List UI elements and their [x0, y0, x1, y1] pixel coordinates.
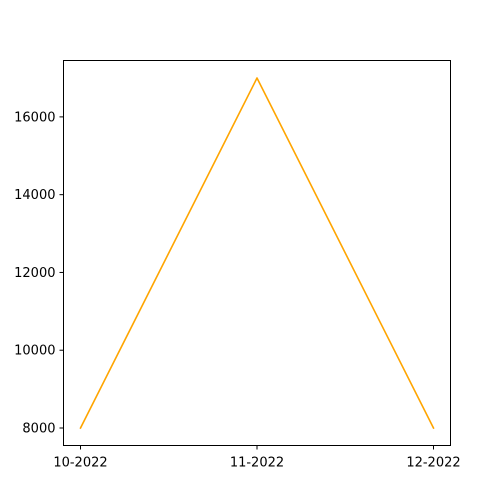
x-tick-label: 12-2022: [406, 456, 460, 471]
y-tick-label: 14000: [14, 188, 55, 203]
x-tick-label: 11-2022: [230, 456, 284, 471]
y-tick-label: 12000: [14, 266, 55, 281]
y-tick-label: 10000: [14, 344, 55, 359]
x-tick-label: 10-2022: [53, 456, 107, 471]
series-line-1: [79, 77, 435, 430]
x-axis: 10-2022 11-2022 12-2022: [53, 445, 461, 471]
y-tick-label: 8000: [22, 422, 55, 437]
y-axis: 8000 10000 12000 14000 16000: [14, 110, 64, 437]
y-tick-label: 16000: [14, 110, 55, 125]
